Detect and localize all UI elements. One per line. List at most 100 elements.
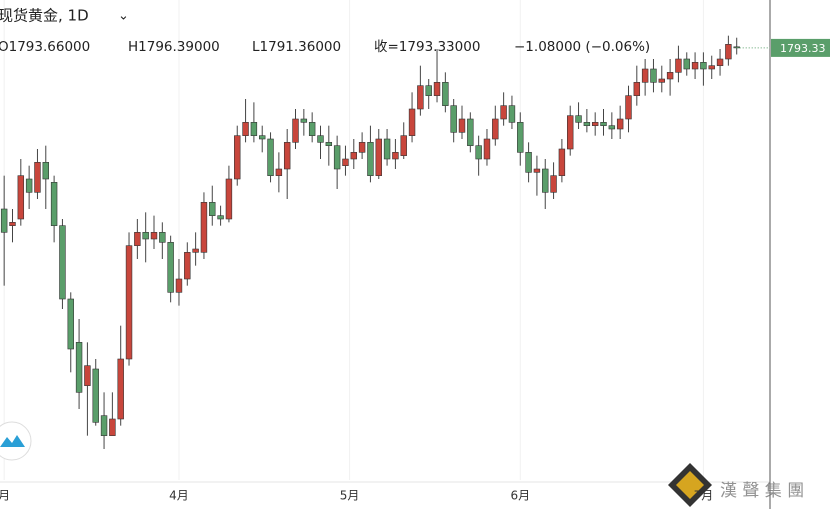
candle-body	[100, 415, 108, 436]
candle-body	[725, 44, 732, 60]
candle-body	[608, 125, 616, 130]
candle-body	[50, 182, 58, 226]
candle-body	[159, 232, 166, 243]
candle-body	[17, 175, 25, 220]
candle-body	[533, 168, 541, 173]
candle-body	[117, 358, 124, 420]
candle-body	[167, 242, 174, 293]
candle-body	[34, 162, 41, 193]
candle-body	[700, 62, 707, 70]
candle-body	[142, 232, 149, 240]
candle-body	[217, 215, 224, 220]
ohlc-label: 收=1793.33000	[374, 39, 480, 55]
candle-body	[109, 418, 116, 436]
candle-body	[558, 148, 566, 176]
x-tick-label: 4月	[169, 489, 189, 503]
candle-body	[641, 68, 649, 83]
candle-body	[184, 252, 191, 280]
candle-body	[408, 108, 416, 136]
candle-body	[317, 135, 324, 143]
candle-body	[9, 222, 16, 226]
candle-body	[658, 78, 665, 83]
candle-body	[483, 138, 491, 160]
candle-body	[450, 105, 457, 133]
candle-body	[567, 115, 574, 150]
candle-body	[150, 232, 158, 240]
candle-body	[67, 298, 74, 350]
candle-body	[250, 122, 258, 136]
candle-body	[433, 82, 441, 96]
candle-body	[300, 118, 308, 123]
candle-body	[325, 142, 333, 146]
candle-body	[683, 58, 690, 70]
x-tick-label: 7月	[694, 489, 714, 503]
last-price-label: 1793.33	[780, 42, 826, 55]
candle-body	[175, 278, 183, 293]
logo-icon	[0, 435, 25, 447]
candle-body	[675, 58, 682, 73]
candle-body	[650, 68, 657, 83]
x-tick-label: 5月	[340, 489, 360, 503]
candle-body	[375, 138, 382, 176]
ohlc-label: L1791.36000	[252, 39, 341, 55]
candle-body	[367, 142, 374, 176]
candle-body	[600, 122, 607, 126]
candle-body	[458, 118, 466, 133]
candle-body	[525, 152, 532, 173]
candle-body	[308, 122, 316, 136]
x-tick-label: 月	[0, 489, 10, 503]
candle-body	[134, 232, 141, 246]
last-price-tag	[771, 38, 830, 57]
candle-body	[492, 118, 499, 140]
candle-body	[209, 202, 216, 216]
candle-body	[542, 168, 549, 193]
candle-body	[25, 178, 33, 193]
candle-body	[708, 65, 715, 70]
candle-body	[234, 135, 241, 180]
candle-body	[425, 85, 432, 96]
candle-body	[125, 245, 133, 360]
candle-body	[333, 145, 341, 170]
x-tick-label: 6月	[510, 489, 530, 503]
candle-body	[42, 162, 49, 180]
chart-title: 现货黄金, 1D	[0, 7, 89, 25]
candle-body	[691, 62, 699, 70]
candle-body	[500, 105, 507, 120]
candle-body	[633, 82, 641, 96]
interval-caret: ⌄	[118, 9, 129, 24]
ohlc-label: −1.08000 (−0.06%)	[514, 39, 650, 55]
candle-body	[283, 142, 291, 170]
candle-body	[342, 158, 349, 166]
ohlc-label: O1793.66000	[0, 39, 90, 55]
candle-body	[392, 152, 399, 160]
candle-body	[583, 122, 591, 126]
candle-body	[517, 122, 524, 153]
candle-body	[616, 118, 624, 130]
candle-body	[475, 145, 482, 160]
candle-body	[292, 118, 299, 143]
candle-body	[716, 58, 724, 66]
candle-body	[400, 135, 407, 156]
candle-body	[242, 122, 249, 136]
candle-body	[350, 152, 357, 160]
candle-body	[92, 368, 99, 423]
candle-body	[84, 365, 91, 386]
candle-body	[200, 202, 208, 253]
candle-body	[0, 208, 8, 233]
watermark-logo-inner	[676, 471, 704, 499]
watermark: 漢 聲 集 團	[720, 481, 804, 501]
candle-body	[417, 85, 424, 110]
candle-body	[442, 82, 449, 106]
candle-body	[275, 168, 283, 176]
candle-body	[591, 122, 599, 126]
candle-body	[625, 95, 632, 120]
candle-body	[575, 115, 582, 123]
candle-body	[467, 118, 474, 146]
candle-body	[383, 138, 391, 160]
candle-body	[259, 135, 266, 140]
candle-body	[59, 225, 66, 300]
ohlc-label: H1796.39000	[128, 39, 220, 55]
candle-body	[508, 105, 516, 123]
candle-body	[267, 138, 274, 176]
